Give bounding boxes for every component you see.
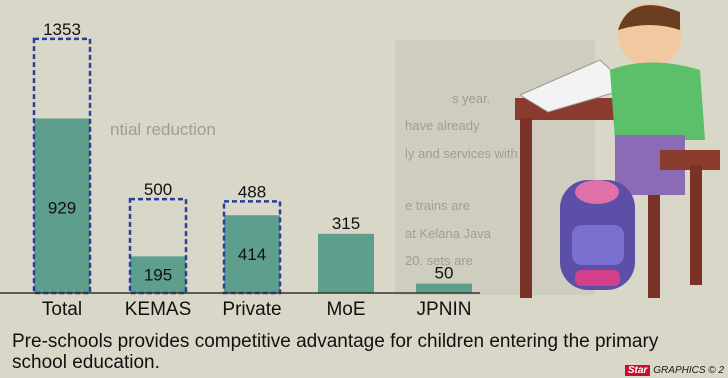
target-label-private: 488 [238,182,266,201]
category-label-total: Total [42,299,82,320]
caption: Pre-schools provides competitive advanta… [12,331,659,373]
bar-moe [318,233,374,293]
value-label-total: 929 [48,199,76,218]
target-label-total: 1353 [43,20,81,39]
background-illustration [395,3,720,298]
value-label-private: 414 [238,245,266,264]
labels: 1353 929 Total 500 195 KEMAS 488 414 Private 315 M… [42,20,472,320]
background-text-line: e trains are [405,198,470,213]
background-text-line: 20. sets are [405,253,473,268]
graphics-credit: Star GRAPHICS © 2 [624,365,724,376]
category-label-moe: MoE [326,299,365,320]
bars [32,37,472,295]
bar-kemas [130,256,186,293]
category-label-kemas: KEMAS [125,299,192,320]
target-outline-private [222,200,282,295]
background-text-line: have already [405,118,480,133]
background-text: ntial reduction s year. have already ly and… [110,91,518,268]
value-label-moe: 315 [332,214,360,233]
category-label-private: Private [222,299,281,320]
star-logo: Star [624,365,651,376]
credit-text: GRAPHICS © 2 [653,365,724,376]
background-text-line: ly and services with [405,146,518,161]
background-text-line: ntial reduction [110,120,216,139]
bar-total [34,118,90,293]
target-label-kemas: 500 [144,180,172,199]
background-text-line: s year. [452,91,490,106]
value-label-jpnin: 50 [435,264,454,283]
category-label-jpnin: JPNIN [417,299,472,320]
bar-private [224,215,280,293]
background-text-line: at Kelana Java [405,226,492,241]
value-label-kemas: 195 [144,266,172,285]
bar-jpnin [416,283,472,293]
